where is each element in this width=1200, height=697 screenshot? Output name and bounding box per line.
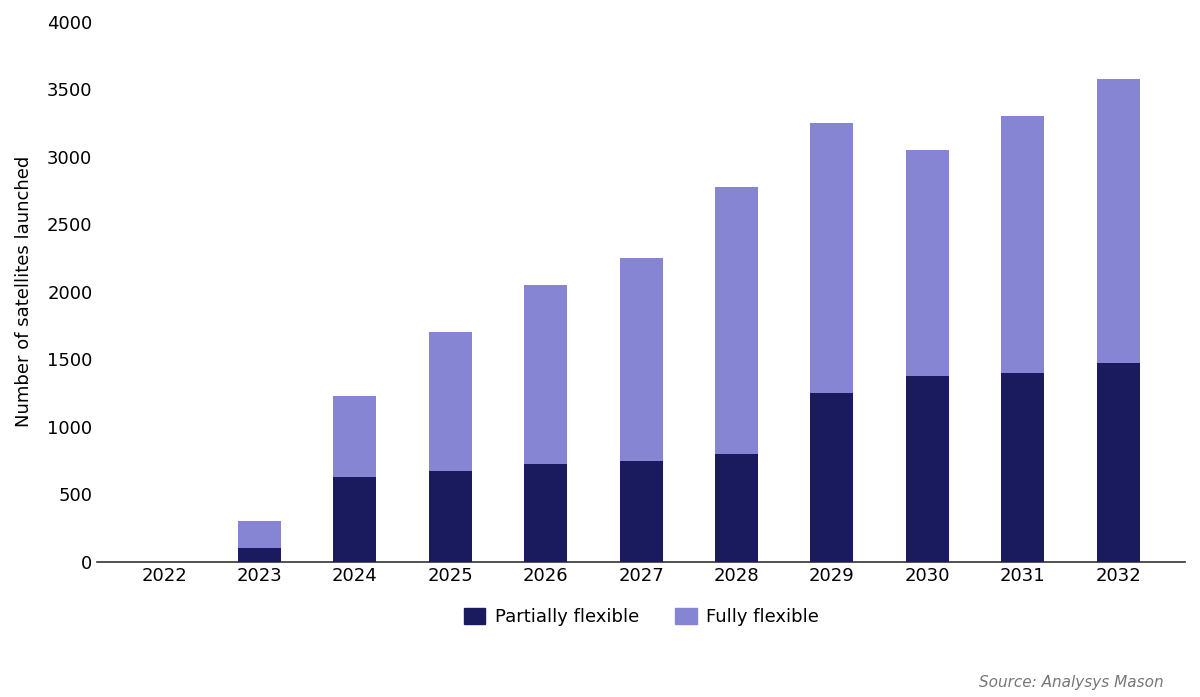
Bar xyxy=(334,477,377,562)
Bar xyxy=(1001,373,1044,562)
Bar xyxy=(1097,362,1140,562)
Bar xyxy=(238,521,281,549)
Text: Source: Analysys Mason: Source: Analysys Mason xyxy=(979,675,1164,690)
Y-axis label: Number of satellites launched: Number of satellites launched xyxy=(14,156,34,427)
Bar xyxy=(428,332,472,470)
Bar xyxy=(810,393,853,562)
Bar xyxy=(1097,79,1140,362)
Bar xyxy=(1001,116,1044,373)
Bar xyxy=(906,376,949,562)
Bar xyxy=(906,150,949,376)
Bar xyxy=(524,464,568,562)
Bar xyxy=(524,285,568,464)
Bar xyxy=(238,549,281,562)
Legend: Partially flexible, Fully flexible: Partially flexible, Fully flexible xyxy=(456,601,826,634)
Bar xyxy=(334,397,377,477)
Bar xyxy=(619,258,662,461)
Bar xyxy=(619,461,662,562)
Bar xyxy=(428,470,472,562)
Bar xyxy=(810,123,853,393)
Bar xyxy=(715,454,758,562)
Bar xyxy=(715,187,758,454)
